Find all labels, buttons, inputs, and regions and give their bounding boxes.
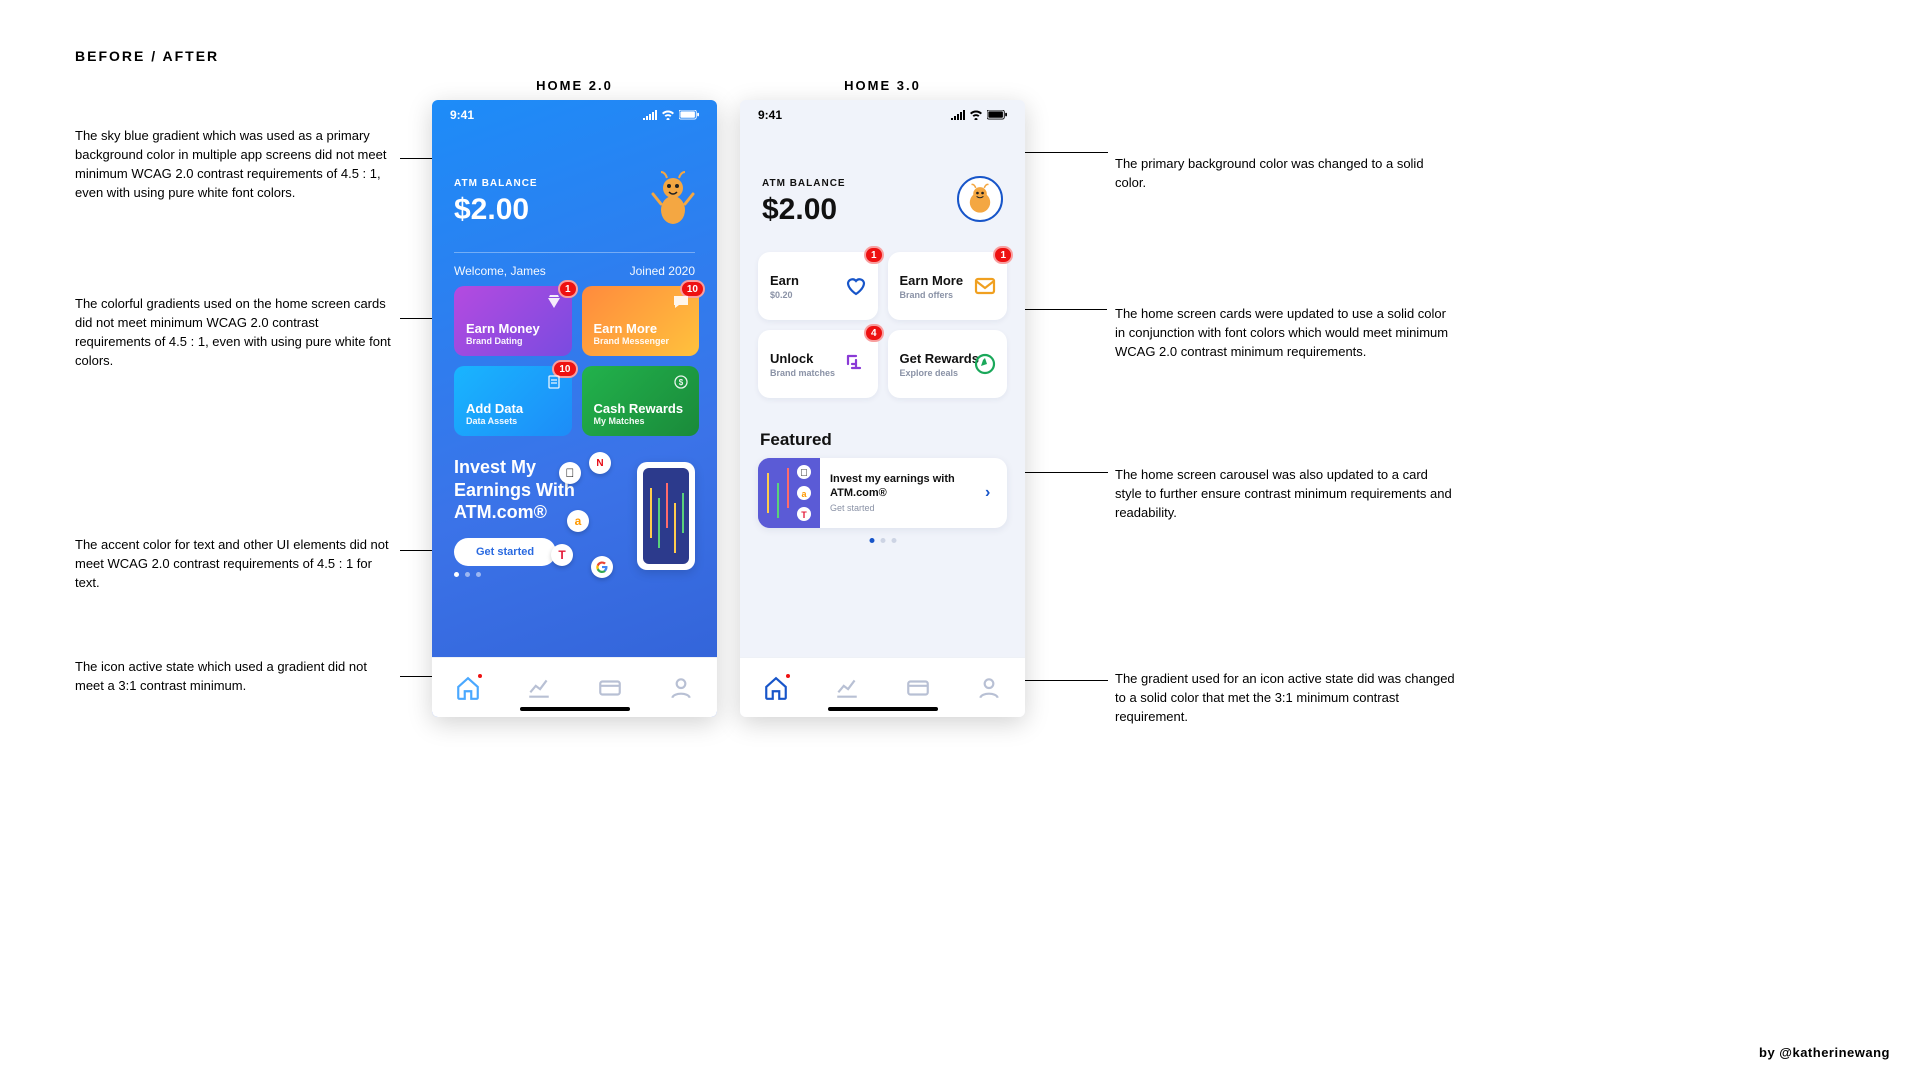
card-sub: Data Assets — [466, 416, 560, 426]
phone-home-2: 9:41 ATM BALANCE $2.00 Welcome, James Jo… — [432, 100, 717, 717]
featured-card[interactable]: aT Invest my earnings with ATM.com® Get… — [758, 458, 1007, 528]
card-earn[interactable]: 1 Earn $0.20 — [758, 252, 878, 320]
tab-wallet[interactable] — [597, 675, 623, 701]
apple-icon:  — [559, 462, 581, 484]
phone-home-3: 9:41 ATM BALANCE $2.00 1 Earn $0.20 1 — [740, 100, 1025, 717]
mail-icon — [973, 274, 997, 298]
note-left-4: The icon active state which used a gradi… — [75, 658, 395, 696]
card-earn-money[interactable]: 1 Earn Money Brand Dating — [454, 286, 572, 356]
carousel-dots — [454, 572, 481, 577]
welcome-row: Welcome, James Joined 2020 — [454, 264, 695, 278]
t-chip: T — [551, 544, 573, 566]
badge: 1 — [993, 246, 1013, 264]
card-sub: My Matches — [594, 416, 688, 426]
note-right-2: The home screen cards were updated to us… — [1115, 305, 1455, 362]
card-title: Earn More — [594, 321, 688, 336]
note-right-3: The home screen carousel was also update… — [1115, 466, 1455, 523]
welcome-text: Welcome, James — [454, 264, 546, 278]
home-indicator — [520, 707, 630, 711]
status-icons — [643, 110, 699, 120]
tab-wallet[interactable] — [905, 675, 931, 701]
clipboard-icon — [546, 374, 562, 390]
tab-home[interactable] — [763, 675, 789, 701]
mascot-icon — [651, 170, 695, 226]
promo-art:  N a T — [585, 456, 695, 576]
tab-chart[interactable] — [526, 675, 552, 701]
credit: by @katherinewang — [1759, 1045, 1890, 1060]
status-time: 9:41 — [758, 108, 782, 122]
featured-label: Featured — [760, 430, 832, 450]
get-started-button[interactable]: Get started — [454, 538, 556, 566]
phone-b-label: HOME 3.0 — [740, 78, 1025, 93]
message-icon — [673, 294, 689, 310]
promo-a: Invest My Earnings With ATM.com® Get sta… — [454, 456, 695, 586]
note-left-3: The accent color for text and other UI e… — [75, 536, 395, 593]
balance-amount: $2.00 — [762, 193, 846, 227]
joined-text: Joined 2020 — [630, 264, 695, 278]
dollar-icon: $ — [673, 374, 689, 390]
page-title: BEFORE / AFTER — [75, 48, 219, 64]
mascot-avatar[interactable] — [957, 176, 1003, 222]
note-left-1: The sky blue gradient which was used as … — [75, 127, 395, 202]
card-earn-more[interactable]: 1 Earn More Brand offers — [888, 252, 1008, 320]
badge: 1 — [864, 246, 884, 264]
balance-label: ATM BALANCE — [762, 178, 846, 189]
tab-chart[interactable] — [834, 675, 860, 701]
svg-text:T: T — [801, 510, 807, 520]
balance-label: ATM BALANCE — [454, 178, 538, 189]
status-bar: 9:41 — [432, 100, 717, 130]
diamond-icon — [546, 294, 562, 310]
card-get-rewards[interactable]: Get Rewards Explore deals — [888, 330, 1008, 398]
featured-thumb: aT — [758, 458, 820, 528]
g-chip — [591, 556, 613, 578]
status-bar: 9:41 — [740, 100, 1025, 130]
card-title: Add Data — [466, 401, 560, 416]
carousel-dots — [869, 538, 896, 543]
compass-icon — [973, 352, 997, 376]
card-earn-more[interactable]: 10 Earn More Brand Messenger — [582, 286, 700, 356]
n-chip: N — [589, 452, 611, 474]
tab-profile[interactable] — [976, 675, 1002, 701]
home-indicator — [828, 707, 938, 711]
home-cards-b: 1 Earn $0.20 1 Earn More Brand offers 4 … — [758, 252, 1007, 398]
note-right-1: The primary background color was changed… — [1115, 155, 1455, 193]
card-sub: Brand Dating — [466, 336, 560, 346]
a-chip: a — [567, 510, 589, 532]
svg-text::  — [800, 468, 808, 479]
card-title: Earn Money — [466, 321, 560, 336]
featured-title: Invest my earnings with ATM.com® — [830, 473, 975, 501]
card-title: Cash Rewards — [594, 401, 688, 416]
status-time: 9:41 — [450, 108, 474, 122]
balance-amount: $2.00 — [454, 193, 538, 227]
puzzle-icon — [844, 352, 868, 376]
featured-sub: Get started — [830, 503, 975, 513]
heart-icon — [844, 274, 868, 298]
home-cards-a: 1 Earn Money Brand Dating 10 Earn More B… — [454, 286, 699, 436]
chevron-right-icon: › — [985, 484, 1007, 502]
card-add-data[interactable]: 10 Add Data Data Assets — [454, 366, 572, 436]
badge: 4 — [864, 324, 884, 342]
phone-a-label: HOME 2.0 — [432, 78, 717, 93]
note-left-2: The colorful gradients used on the home … — [75, 295, 395, 370]
card-unlock[interactable]: 4 Unlock Brand matches — [758, 330, 878, 398]
svg-text:$: $ — [679, 378, 684, 387]
card-cash-rewards[interactable]: $ Cash Rewards My Matches — [582, 366, 700, 436]
note-right-4: The gradient used for an icon active sta… — [1115, 670, 1455, 727]
status-icons — [951, 110, 1007, 120]
card-sub: Brand Messenger — [594, 336, 688, 346]
tab-profile[interactable] — [668, 675, 694, 701]
tab-home[interactable] — [455, 675, 481, 701]
